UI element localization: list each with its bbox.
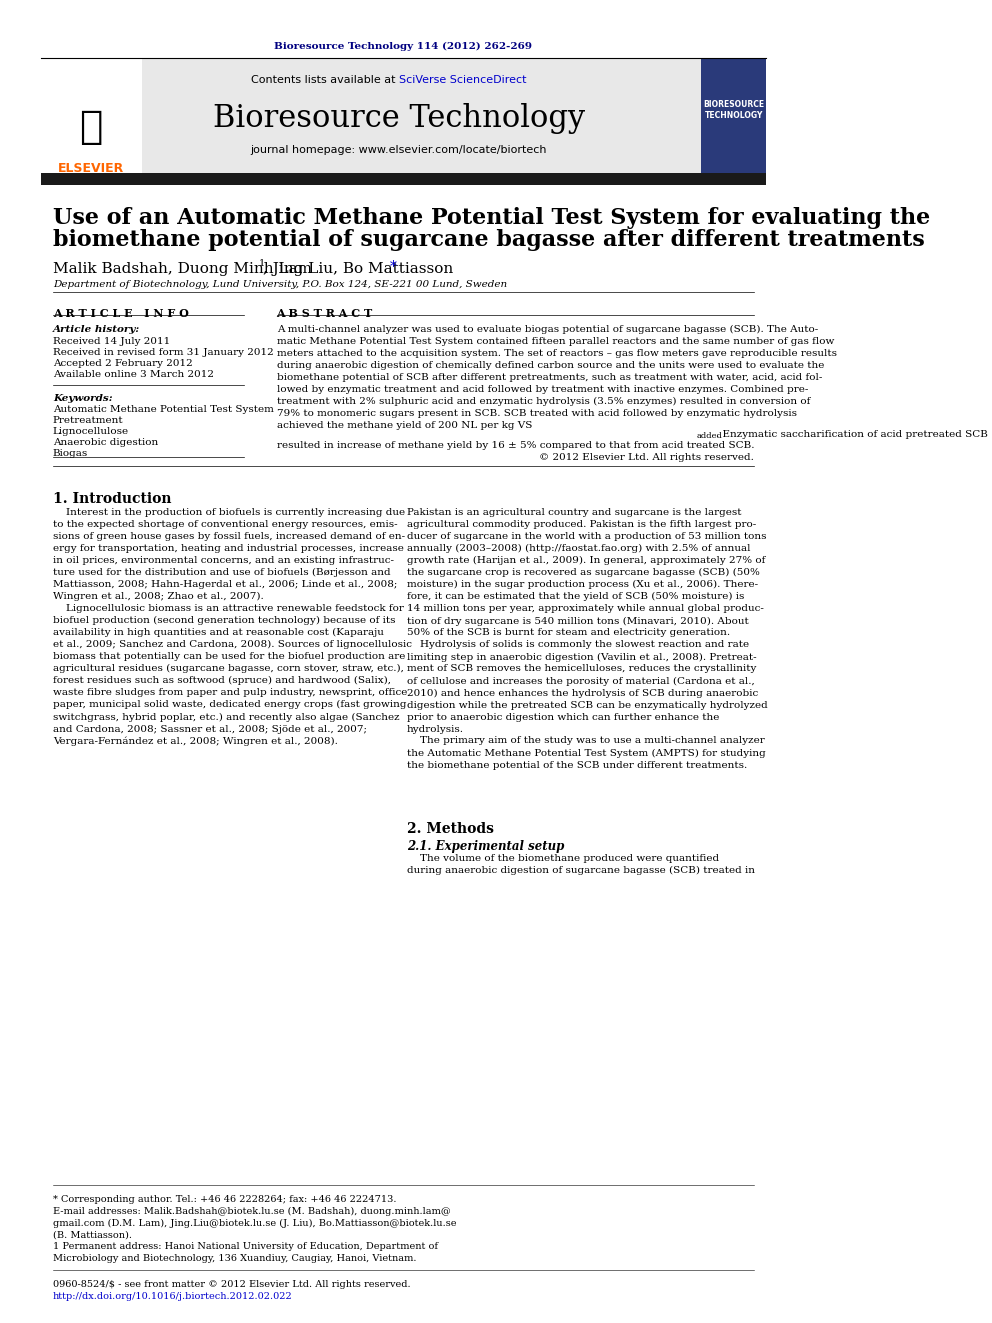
Text: A R T I C L E   I N F O: A R T I C L E I N F O xyxy=(53,308,188,319)
Text: A multi-channel analyzer was used to evaluate biogas potential of sugarcane baga: A multi-channel analyzer was used to eva… xyxy=(277,325,836,430)
Text: Pakistan is an agricultural country and sugarcane is the largest
agricultural co: Pakistan is an agricultural country and … xyxy=(407,508,768,770)
Text: resulted in increase of methane yield by 16 ± 5% compared to that from acid trea: resulted in increase of methane yield by… xyxy=(277,441,754,450)
Text: Malik Badshah, Duong Minh Lam: Malik Badshah, Duong Minh Lam xyxy=(53,262,311,277)
Text: 1: 1 xyxy=(259,259,265,269)
Text: SciVerse ScienceDirect: SciVerse ScienceDirect xyxy=(399,75,526,85)
Text: Biogas: Biogas xyxy=(53,448,88,458)
Bar xyxy=(41,58,766,175)
Text: Accepted 2 February 2012: Accepted 2 February 2012 xyxy=(53,359,192,368)
Text: Lignocellulose: Lignocellulose xyxy=(53,427,129,437)
Text: Department of Biotechnology, Lund University, P.O. Box 124, SE-221 00 Lund, Swed: Department of Biotechnology, Lund Univer… xyxy=(53,280,507,288)
Text: Keywords:: Keywords: xyxy=(53,394,112,404)
Text: Article history:: Article history: xyxy=(53,325,140,333)
Text: * Corresponding author. Tel.: +46 46 2228264; fax: +46 46 2224713.: * Corresponding author. Tel.: +46 46 222… xyxy=(53,1195,397,1204)
Text: 0960-8524/$ - see front matter © 2012 Elsevier Ltd. All rights reserved.: 0960-8524/$ - see front matter © 2012 El… xyxy=(53,1279,411,1289)
Text: Use of an Automatic Methane Potential Test System for evaluating the: Use of an Automatic Methane Potential Te… xyxy=(53,206,930,229)
Text: Contents lists available at: Contents lists available at xyxy=(251,75,399,85)
Text: BIORESOURCE
TECHNOLOGY: BIORESOURCE TECHNOLOGY xyxy=(703,101,764,120)
Text: The volume of the biomethane produced were quantified
during anaerobic digestion: The volume of the biomethane produced we… xyxy=(407,855,755,875)
Text: Automatic Methane Potential Test System: Automatic Methane Potential Test System xyxy=(53,405,274,414)
Bar xyxy=(41,173,766,185)
Text: E-mail addresses: Malik.Badshah@biotek.lu.se (M. Badshah), duong.minh.lam@
gmail: E-mail addresses: Malik.Badshah@biotek.l… xyxy=(53,1207,456,1240)
Text: biomethane potential of sugarcane bagasse after different treatments: biomethane potential of sugarcane bagass… xyxy=(53,229,925,251)
Text: Bioresource Technology 114 (2012) 262-269: Bioresource Technology 114 (2012) 262-26… xyxy=(275,42,533,52)
Text: Bioresource Technology: Bioresource Technology xyxy=(212,103,584,134)
Text: 🌳: 🌳 xyxy=(79,108,103,146)
Text: *: * xyxy=(390,261,397,274)
Text: © 2012 Elsevier Ltd. All rights reserved.: © 2012 Elsevier Ltd. All rights reserved… xyxy=(540,452,754,462)
Text: 2.1. Experimental setup: 2.1. Experimental setup xyxy=(407,840,564,853)
Text: http://dx.doi.org/10.1016/j.biortech.2012.02.022: http://dx.doi.org/10.1016/j.biortech.201… xyxy=(53,1293,293,1301)
Text: 1 Permanent address: Hanoi National University of Education, Department of
Micro: 1 Permanent address: Hanoi National Univ… xyxy=(53,1242,437,1262)
Bar xyxy=(41,58,142,175)
Text: Received in revised form 31 January 2012: Received in revised form 31 January 2012 xyxy=(53,348,274,357)
Text: journal homepage: www.elsevier.com/locate/biortech: journal homepage: www.elsevier.com/locat… xyxy=(250,146,547,155)
Text: , Jing Liu, Bo Mattiasson: , Jing Liu, Bo Mattiasson xyxy=(263,262,453,277)
Text: ELSEVIER: ELSEVIER xyxy=(58,161,124,175)
Text: Interest in the production of biofuels is currently increasing due
to the expect: Interest in the production of biofuels i… xyxy=(53,508,412,746)
Text: Received 14 July 2011: Received 14 July 2011 xyxy=(53,337,170,347)
Bar xyxy=(701,58,766,175)
Text: 1. Introduction: 1. Introduction xyxy=(53,492,172,505)
Text: . Enzymatic saccharification of acid pretreated SCB: . Enzymatic saccharification of acid pre… xyxy=(716,430,988,439)
Text: 2. Methods: 2. Methods xyxy=(407,822,494,836)
Text: Anaerobic digestion: Anaerobic digestion xyxy=(53,438,158,447)
Text: added: added xyxy=(696,433,722,441)
Text: A B S T R A C T: A B S T R A C T xyxy=(277,308,373,319)
Text: Available online 3 March 2012: Available online 3 March 2012 xyxy=(53,370,214,378)
Text: Pretreatment: Pretreatment xyxy=(53,415,123,425)
